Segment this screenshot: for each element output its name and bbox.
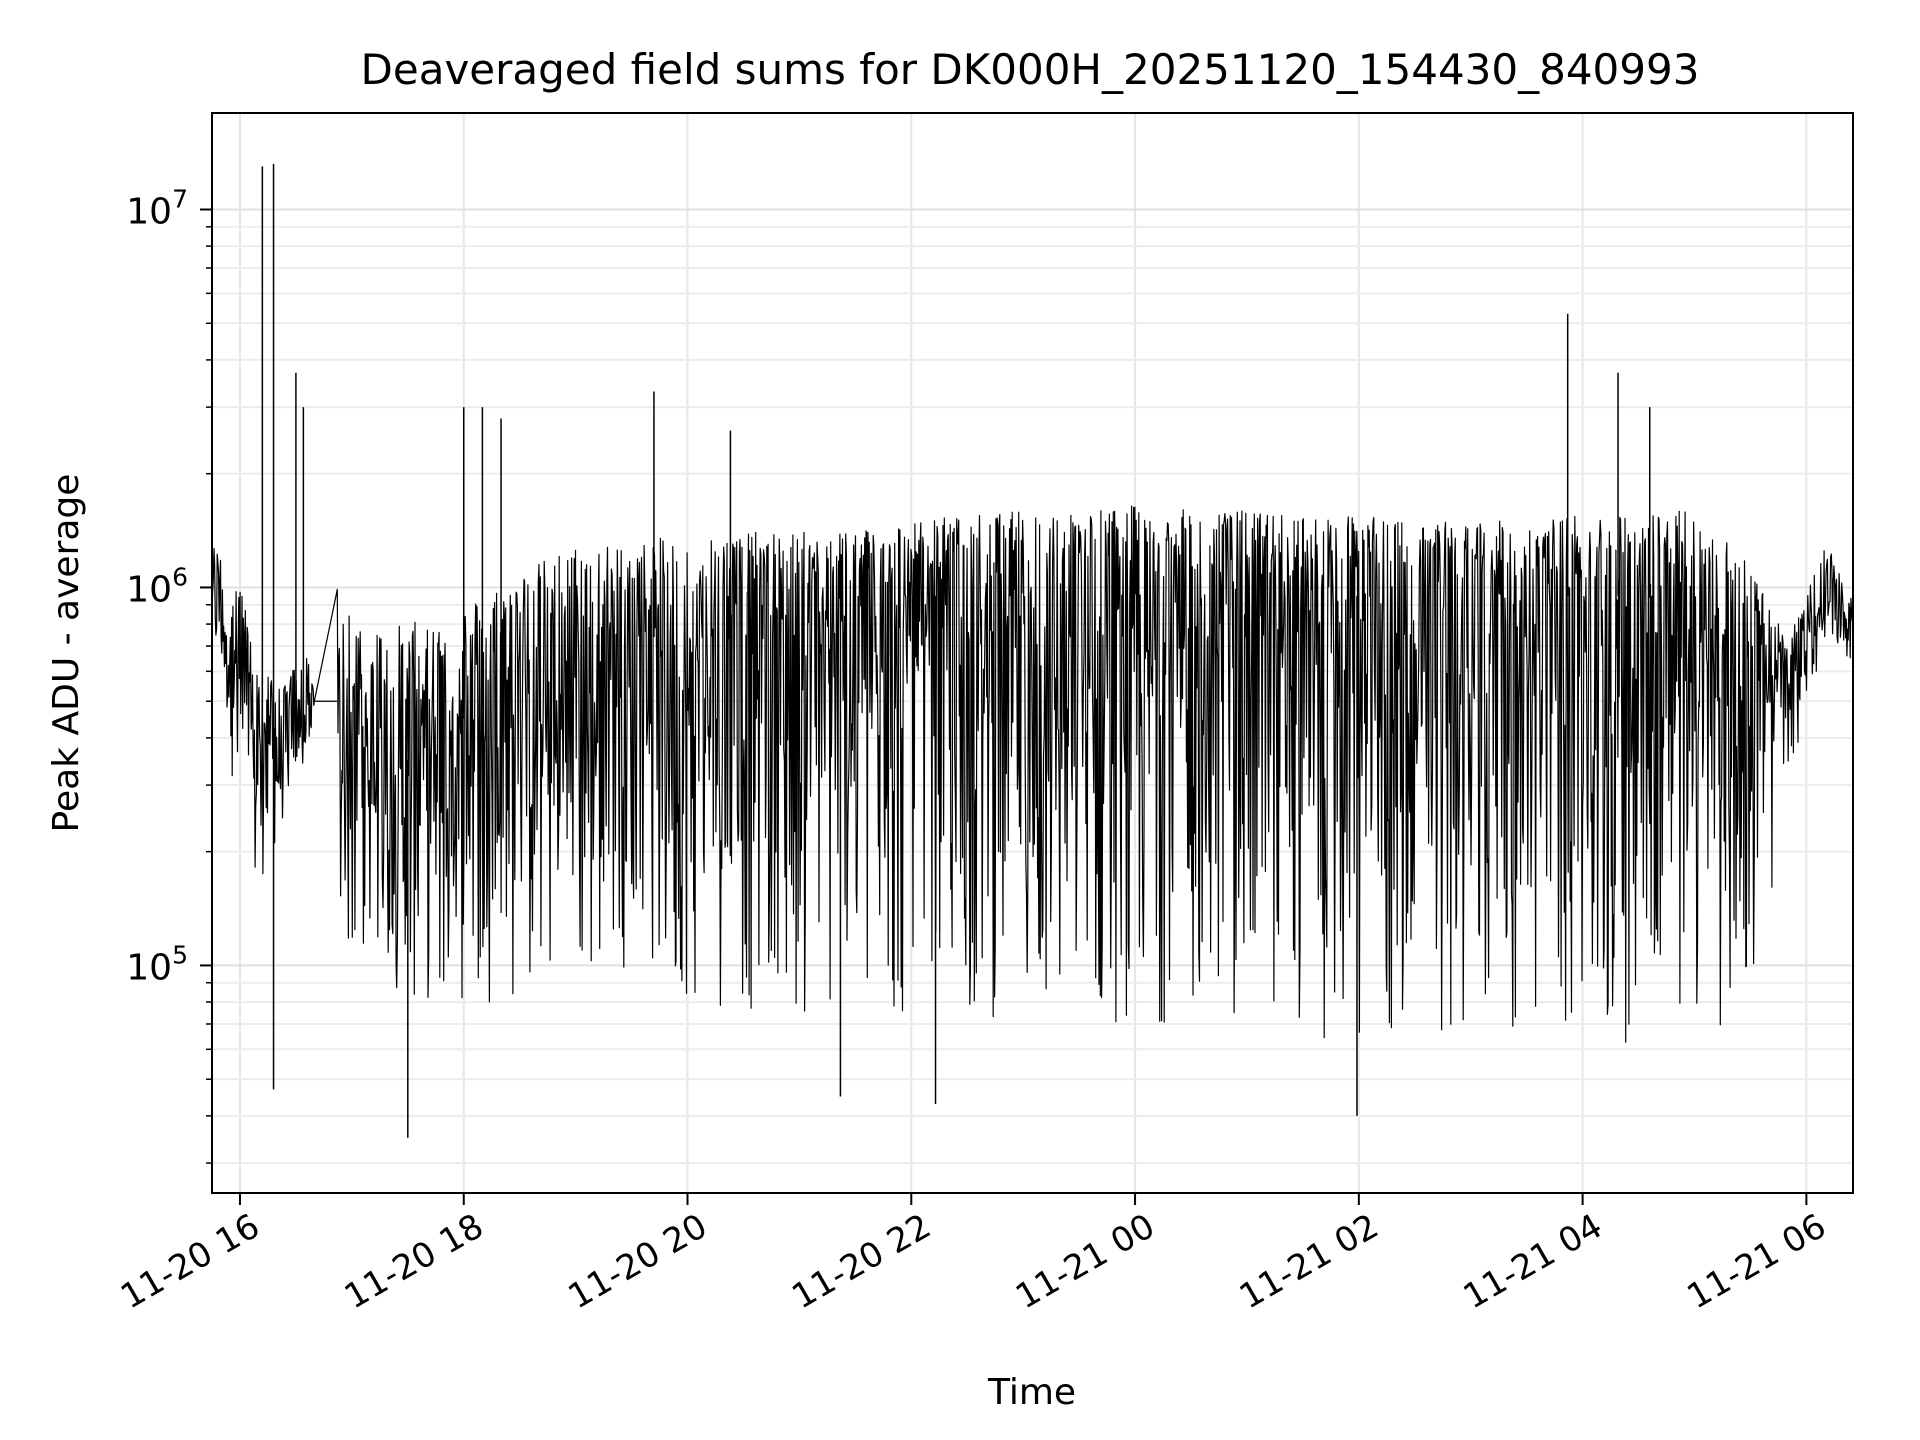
plot-frame bbox=[211, 112, 1854, 1194]
y-tick-label: 106 bbox=[126, 562, 188, 610]
y-tick-label: 107 bbox=[126, 184, 188, 232]
series-layer bbox=[212, 163, 1853, 1138]
chart-title: Deaveraged field sums for DK000H_2025112… bbox=[361, 45, 1700, 94]
plot-area bbox=[212, 163, 1853, 1138]
x-axis-label: Time bbox=[987, 1372, 1076, 1413]
series-line bbox=[212, 505, 1853, 1043]
y-axis-label: Peak ADU - average bbox=[46, 474, 87, 833]
grid bbox=[212, 113, 1853, 1193]
y-tick-label: 105 bbox=[126, 940, 188, 988]
y-axis: 105 106 107 bbox=[126, 184, 212, 1164]
